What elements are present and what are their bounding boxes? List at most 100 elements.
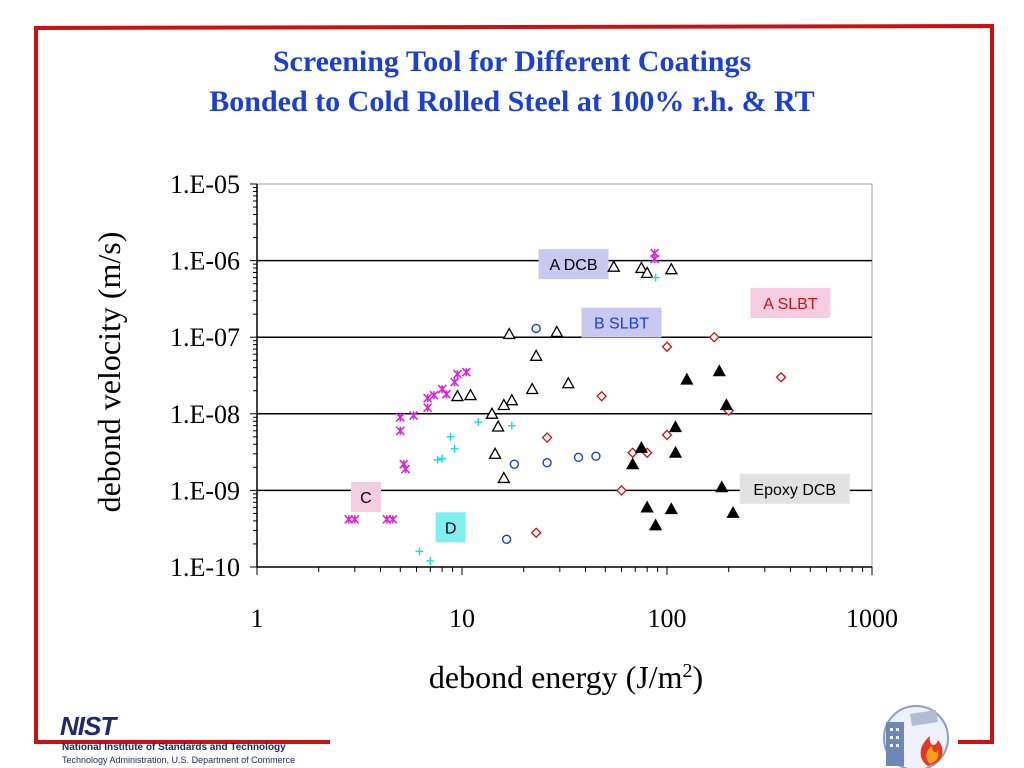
series-b-slbt: [501, 323, 601, 544]
series-label: B SLBT: [581, 307, 662, 338]
data-point: [423, 393, 433, 403]
series-label-box: [750, 287, 831, 318]
data-point: [668, 420, 683, 433]
data-point: [441, 389, 452, 399]
data-point: [426, 556, 435, 565]
title-line-2: Bonded to Cold Rolled Steel at 100% r.h.…: [209, 85, 815, 118]
y-tick-label: 1.E-09: [170, 476, 240, 505]
data-point: [712, 364, 726, 377]
data-point: [463, 388, 478, 401]
data-point: [452, 369, 462, 379]
y-tick-label: 1.E-08: [170, 400, 240, 429]
series-label-text: B SLBT: [594, 316, 649, 333]
data-point: [596, 390, 608, 402]
data-point: [634, 440, 648, 453]
data-point: [616, 484, 627, 496]
data-point: [461, 367, 471, 377]
y-tick-label: 1.E-05: [170, 170, 240, 199]
series-label-box: [581, 307, 662, 338]
data-point: [395, 426, 405, 436]
series-a-dcb: [450, 259, 678, 484]
data-point: [650, 254, 660, 264]
series-labels: A DCB A SLBT B SLBT Epoxy DCB C D: [350, 249, 850, 543]
series-label-text: A SLBT: [763, 296, 817, 313]
data-point: [450, 377, 460, 387]
y-tick-label: 1.E-06: [170, 247, 240, 276]
data-point: [634, 261, 648, 274]
data-point: [542, 457, 552, 468]
data-point: [408, 410, 419, 421]
data-point: [661, 429, 673, 441]
data-point: [502, 327, 516, 340]
frame-border: [34, 23, 994, 744]
data-point: [507, 421, 516, 430]
data-point: [450, 444, 459, 453]
data-point: [651, 273, 660, 282]
x-tick-label: 10: [449, 604, 475, 633]
data-point: [388, 514, 398, 524]
data-point: [541, 432, 553, 443]
data-point: [530, 527, 542, 539]
data-point: [491, 419, 505, 432]
series-label-text: Epoxy DCB: [753, 482, 836, 499]
data-point: [668, 445, 683, 458]
data-point: [433, 455, 442, 464]
data-point: [591, 451, 601, 461]
data-point: [664, 262, 678, 275]
data-point: [661, 341, 673, 353]
title-line-1: Screening Tool for Different Coatings: [272, 45, 752, 78]
x-tick-label: 100: [648, 604, 687, 633]
series-label-text: D: [445, 520, 457, 537]
data-point: [607, 259, 621, 272]
data-point: [450, 389, 465, 402]
series-label-box: [739, 473, 850, 504]
data-point: [561, 376, 575, 389]
data-point: [550, 325, 564, 338]
y-tick-label: 1.E-07: [170, 323, 240, 352]
series-c: [344, 248, 660, 524]
data-point: [505, 393, 519, 406]
data-point: [529, 349, 543, 361]
data-point: [715, 480, 729, 493]
x-tick-label: 1: [251, 604, 264, 633]
x-axis-title-sup: 2: [682, 660, 692, 682]
data-points: [344, 248, 787, 565]
series-epoxy-dcb: [626, 364, 740, 531]
data-point: [474, 418, 483, 427]
data-point: [525, 382, 539, 395]
data-point: [626, 457, 640, 470]
data-point: [497, 471, 511, 484]
data-point: [415, 547, 424, 556]
x-axis-title: debond energy (J/m2): [429, 659, 703, 695]
nist-org-name: National Institute of Standards and Tech…: [62, 742, 286, 753]
series-label: C: [350, 482, 381, 513]
data-point: [446, 432, 455, 441]
data-point: [640, 266, 654, 278]
y-tick-label: 1.E-10: [170, 553, 240, 582]
data-point: [640, 500, 654, 513]
y-axis-title: debond velocity (m/s): [91, 232, 127, 513]
series-d: [415, 273, 660, 565]
slide-title: Screening Tool for Different Coatings Bo…: [0, 42, 1024, 122]
data-point: [680, 372, 694, 385]
building-fire-emblem-icon: [883, 705, 949, 768]
data-point: [400, 464, 411, 474]
data-point: [573, 452, 584, 463]
nist-wordmark: NIST: [60, 711, 116, 741]
series-label: A SLBT: [750, 287, 831, 318]
series-a-slbt: [530, 331, 787, 539]
data-point: [649, 518, 663, 531]
data-point: [429, 390, 439, 400]
data-point: [775, 371, 787, 383]
nist-logo: NIST National Institute of Standards and…: [60, 711, 340, 766]
series-label: D: [435, 512, 466, 543]
axes: 1 10 100 1000 1.E-10 1.E-09 1.E-08 1.E-07 1.E-06…: [170, 170, 898, 633]
nist-org-admin: Technology Administration, U.S. Departme…: [62, 755, 296, 765]
data-point: [664, 502, 678, 515]
data-point: [423, 403, 433, 413]
data-point: [509, 459, 520, 469]
series-label-box: [435, 512, 466, 543]
data-point: [438, 454, 447, 463]
series-label: Epoxy DCB: [739, 473, 850, 504]
